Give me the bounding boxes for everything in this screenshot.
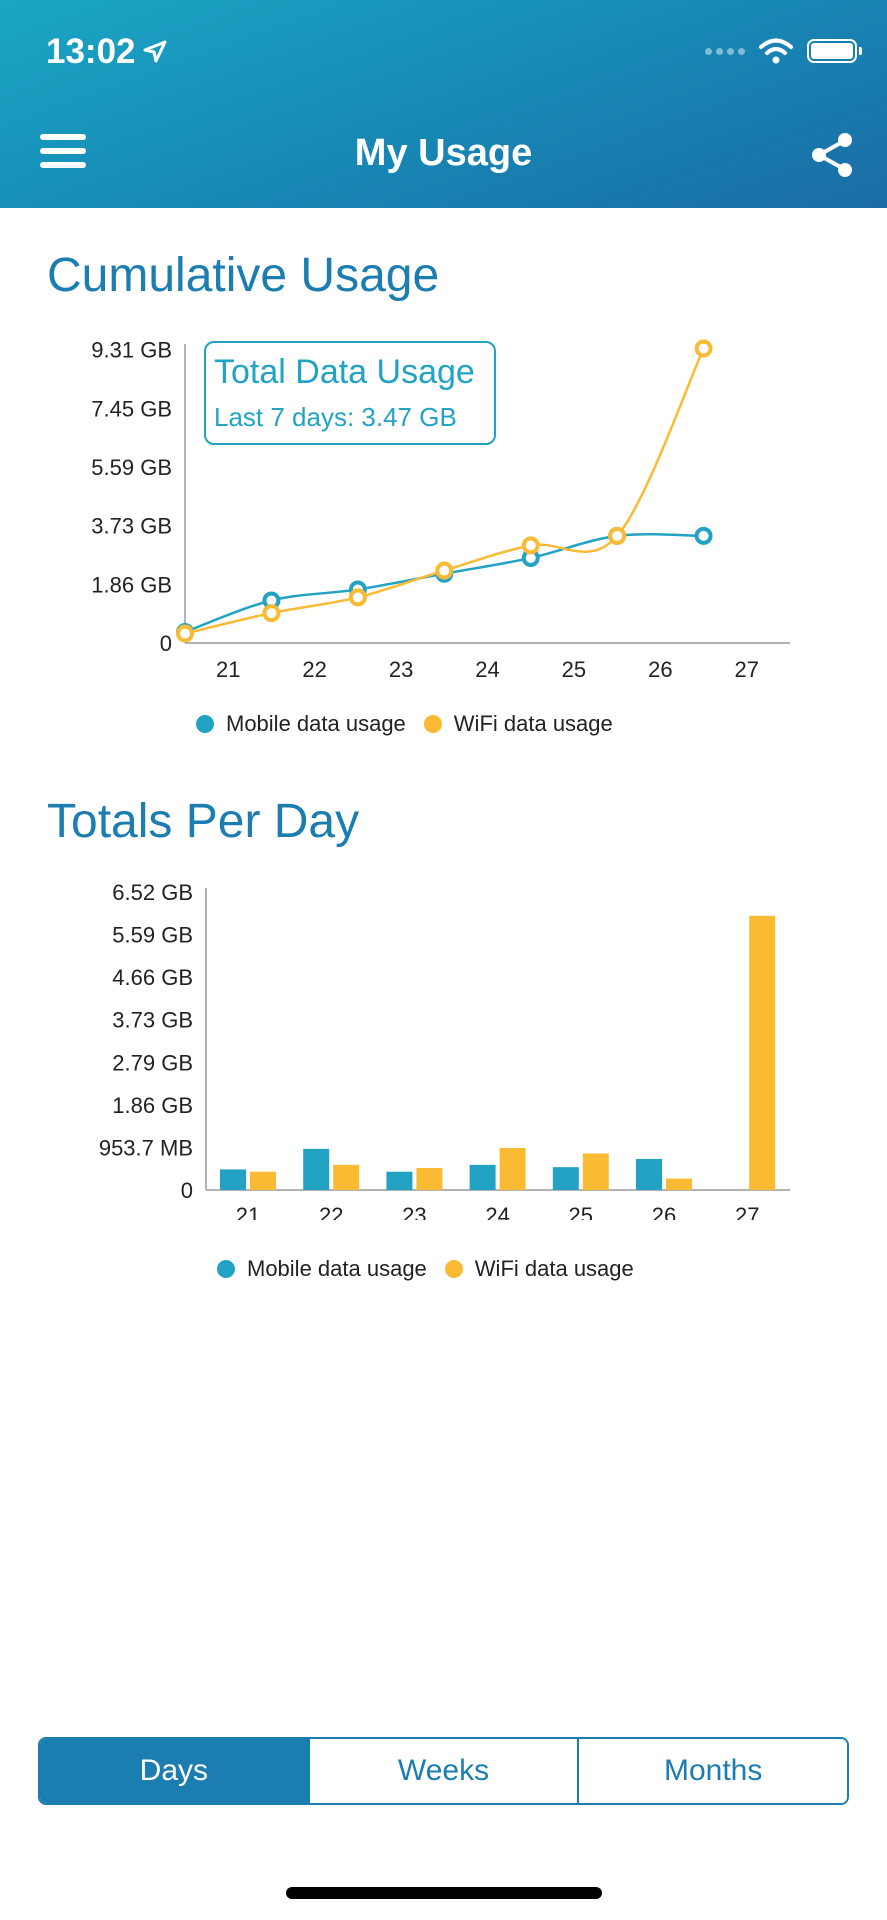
bar[interactable]: [469, 1164, 496, 1190]
totals-legend: Mobile data usage WiFi data usage: [217, 1256, 652, 1282]
x-tick-label: 25: [569, 1203, 593, 1220]
tooltip-title: Total Data Usage: [214, 353, 475, 391]
bar[interactable]: [636, 1158, 662, 1190]
x-tick-label: 24: [485, 1203, 509, 1220]
y-tick-label: 4.66 GB: [112, 965, 193, 990]
y-tick-label: 5.59 GB: [91, 455, 172, 480]
app-header: 13:02 My Usage: [0, 0, 887, 208]
totals-per-day-title: Totals Per Day: [47, 795, 360, 848]
data-point[interactable]: [262, 604, 281, 623]
wifi-series: [176, 339, 713, 643]
bar[interactable]: [386, 1171, 413, 1190]
bar[interactable]: [499, 1147, 526, 1190]
y-tick-label: 7.45 GB: [91, 396, 172, 421]
battery-icon: [807, 39, 862, 63]
tab-weeks[interactable]: Weeks: [307, 1739, 578, 1803]
bar[interactable]: [333, 1164, 360, 1190]
wifi-bars: [250, 915, 776, 1190]
legend-item-wifi[interactable]: WiFi data usage: [444, 1256, 634, 1282]
bar[interactable]: [250, 1171, 276, 1190]
y-tick-label: 3.73 GB: [91, 514, 172, 539]
x-tick-label: 24: [475, 657, 499, 682]
y-tick-label: 1.86 GB: [112, 1093, 193, 1118]
data-point[interactable]: [521, 536, 540, 555]
home-indicator[interactable]: [286, 1887, 602, 1899]
bar[interactable]: [666, 1178, 692, 1190]
x-tick-label: 21: [236, 1203, 260, 1220]
wifi-dot-icon: [423, 715, 442, 733]
x-tick-label: 23: [389, 657, 413, 682]
legend-item-mobile[interactable]: Mobile data usage: [196, 711, 406, 737]
data-point[interactable]: [176, 624, 194, 643]
x-tick-label: 27: [735, 1203, 759, 1220]
data-point[interactable]: [348, 588, 367, 607]
bar[interactable]: [552, 1167, 579, 1190]
page-title: My Usage: [354, 132, 533, 174]
data-point[interactable]: [435, 561, 454, 580]
tooltip-subtitle: Last 7 days: 3.47 GB: [214, 402, 457, 432]
wifi-icon: [759, 38, 793, 64]
legend-item-wifi[interactable]: WiFi data usage: [423, 711, 613, 737]
x-tick-label: 21: [216, 657, 240, 682]
y-tick-label: 0: [181, 1178, 193, 1203]
bar-chart-axes: 0 953.7 MB 1.86 GB 2.79 GB 3.73 GB 4.66 GB 5.5…: [99, 880, 790, 1220]
x-tick-label: 25: [562, 657, 586, 682]
y-tick-label: 953.7 MB: [99, 1135, 193, 1160]
legend-item-mobile[interactable]: Mobile data usage: [217, 1256, 427, 1282]
mobile-bars: [220, 1148, 662, 1190]
bar[interactable]: [582, 1153, 609, 1190]
data-point[interactable]: [608, 526, 627, 545]
y-tick-label: 3.73 GB: [112, 1008, 193, 1033]
mobile-dot-icon: [196, 715, 214, 733]
y-tick-label: 6.52 GB: [112, 880, 193, 905]
line-chart-axes: 0 1.86 GB 3.73 GB 5.59 GB 7.45 GB 9.31 GB 21 22…: [91, 338, 790, 682]
tab-days[interactable]: Days: [40, 1739, 308, 1803]
wifi-dot-icon: [444, 1260, 463, 1278]
y-tick-label: 5.59 GB: [112, 923, 193, 948]
mobile-series: [176, 526, 713, 641]
total-usage-tooltip: Total Data Usage Last 7 days: 3.47 GB: [204, 341, 496, 445]
x-tick-label: 22: [319, 1203, 343, 1220]
series-line: [184, 533, 704, 634]
y-tick-label: 0: [160, 631, 172, 656]
y-tick-label: 2.79 GB: [112, 1050, 193, 1075]
tab-months[interactable]: Months: [577, 1739, 847, 1803]
bar[interactable]: [303, 1148, 330, 1190]
bar[interactable]: [220, 1169, 246, 1190]
cumulative-legend: Mobile data usage WiFi data usage: [196, 711, 631, 737]
period-segmented-control: Days Weeks Months: [38, 1737, 849, 1805]
x-tick-label: 22: [302, 657, 326, 682]
data-point[interactable]: [694, 526, 713, 545]
y-tick-label: 9.31 GB: [91, 338, 172, 363]
cumulative-usage-title: Cumulative Usage: [47, 249, 440, 302]
data-point[interactable]: [694, 339, 713, 358]
x-tick-label: 26: [648, 657, 672, 682]
status-indicators: [705, 38, 862, 64]
x-tick-label: 26: [652, 1203, 676, 1220]
share-icon[interactable]: [807, 130, 857, 180]
hamburger-menu-icon[interactable]: [40, 134, 86, 174]
status-time: 13:02: [46, 32, 168, 72]
x-tick-label: 27: [735, 657, 759, 682]
mobile-dot-icon: [217, 1260, 235, 1278]
location-arrow-icon: [143, 40, 167, 63]
totals-bar-chart: 0 953.7 MB 1.86 GB 2.79 GB 3.73 GB 4.66 GB 5.5…: [99, 880, 790, 1220]
bar[interactable]: [749, 915, 776, 1190]
x-tick-label: 23: [402, 1203, 426, 1220]
cellular-signal-icon: [705, 47, 745, 55]
bar[interactable]: [416, 1168, 443, 1190]
cumulative-line-chart: 0 1.86 GB 3.73 GB 5.59 GB 7.45 GB 9.31 GB 21 22…: [91, 338, 790, 682]
y-tick-label: 1.86 GB: [91, 572, 172, 597]
